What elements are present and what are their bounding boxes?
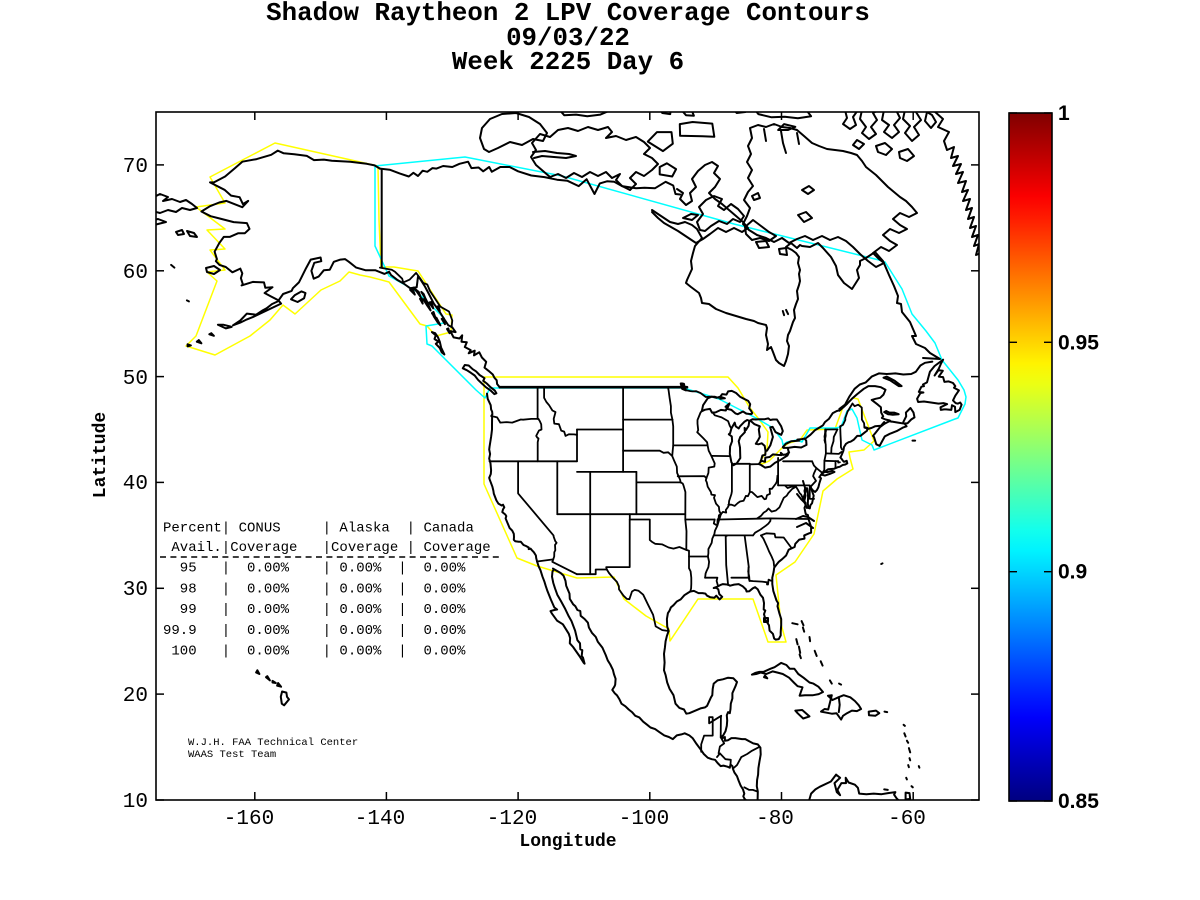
svg-text:98 | 0.00% | 0.00% | 0: 98 | 0.00% | 0.00% | 0.00% [163, 581, 466, 597]
svg-text:40: 40 [123, 473, 148, 496]
svg-text:0.95: 0.95 [1058, 331, 1099, 354]
svg-text:09/03/22: 09/03/22 [506, 24, 630, 53]
svg-text:-100: -100 [619, 808, 669, 831]
svg-text:70: 70 [123, 156, 148, 179]
svg-text:30: 30 [123, 579, 148, 602]
svg-text:W.J.H. FAA Technical Center: W.J.H. FAA Technical Center [188, 737, 358, 749]
svg-text:0.85: 0.85 [1058, 790, 1099, 813]
svg-text:-120: -120 [487, 808, 537, 831]
svg-text:Avail.|Coverage |Coverage |: Avail.|Coverage |Coverage | Coverage [163, 540, 491, 556]
svg-text:100 | 0.00% | 0.00% |: 100 | 0.00% | 0.00% | 0.00% [163, 644, 466, 660]
svg-text:0.9: 0.9 [1058, 561, 1087, 584]
svg-text:Longitude: Longitude [519, 832, 616, 852]
svg-text:99.9 | 0.00% | 0.00% |: 99.9 | 0.00% | 0.00% | 0.00% [163, 623, 466, 639]
svg-text:50: 50 [123, 368, 148, 391]
svg-text:-80: -80 [756, 808, 794, 831]
svg-text:1: 1 [1058, 102, 1070, 125]
svg-text:20: 20 [123, 685, 148, 708]
svg-text:Latitude: Latitude [91, 412, 111, 498]
svg-text:-160: -160 [224, 808, 274, 831]
svg-text:95 | 0.00% | 0.00% | 0: 95 | 0.00% | 0.00% | 0.00% [163, 561, 466, 577]
svg-text:WAAS Test Team: WAAS Test Team [188, 749, 276, 761]
svg-text:Percent| CONUS | Alaska |: Percent| CONUS | Alaska | Canada [163, 521, 474, 537]
svg-text:60: 60 [123, 262, 148, 285]
svg-text:-60: -60 [888, 808, 926, 831]
svg-text:Shadow Raytheon 2 LPV Coverage: Shadow Raytheon 2 LPV Coverage Contours [266, 0, 870, 28]
svg-text:Week 2225 Day 6: Week 2225 Day 6 [452, 48, 684, 77]
svg-text:-140: -140 [355, 808, 405, 831]
svg-text:10: 10 [123, 791, 148, 814]
svg-text:99 | 0.00% | 0.00% | 0: 99 | 0.00% | 0.00% | 0.00% [163, 602, 466, 618]
